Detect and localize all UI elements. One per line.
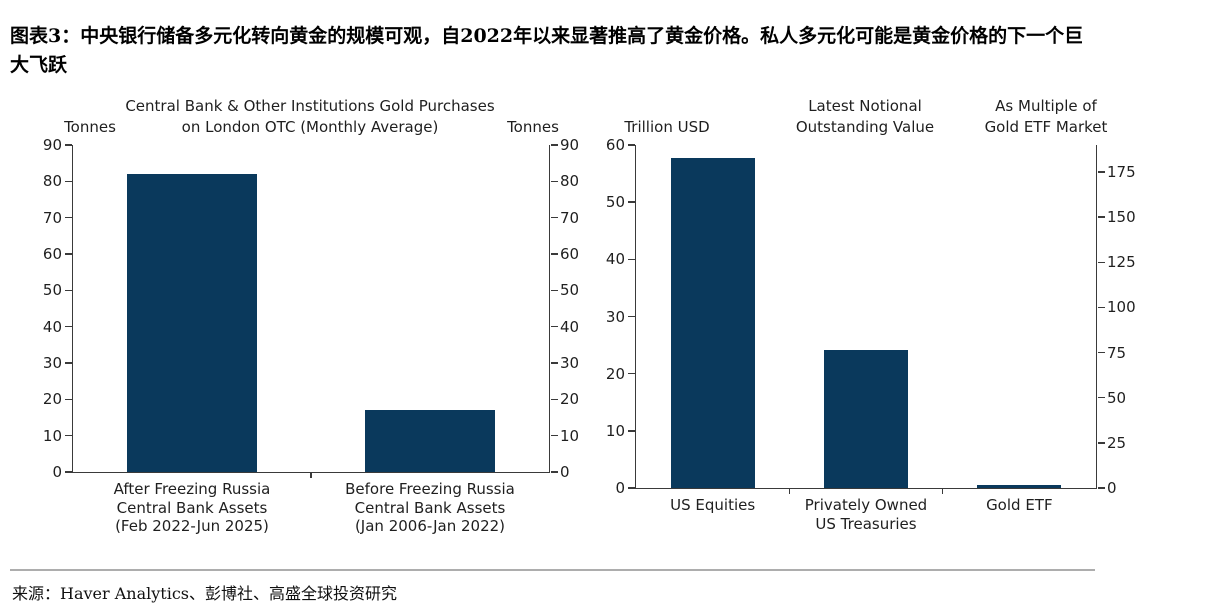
plot-area: 0 10 20 30 40 50 60 0 25 50 75 100 125 150 175 US Equit… <box>606 136 1136 533</box>
x-axis-category-label: Privately Owned US Treasuries <box>804 496 928 533</box>
y-axis-tick-label: 70 <box>42 208 62 227</box>
y-axis-tick <box>1097 306 1105 309</box>
y-axis-tick-label: 40 <box>560 317 580 336</box>
chart-title: Central Bank & Other Institutions Gold P… <box>125 97 495 136</box>
y-axis-tick <box>64 362 72 364</box>
bar-after-freezing-russia <box>126 174 258 472</box>
y-axis-tick <box>64 180 72 183</box>
y-axis-tick-label: 20 <box>605 364 625 383</box>
y-axis-tick-label: 90 <box>42 136 62 154</box>
y-axis-tick-label: 90 <box>560 136 580 154</box>
y-axis-tick <box>64 471 72 473</box>
right-axis-title: Tonnes <box>507 118 559 136</box>
y-axis-tick-label: 10 <box>605 421 625 440</box>
y-axis-tick <box>627 315 635 318</box>
y-axis-tick-label: 0 <box>52 463 62 481</box>
y-axis-tick <box>627 487 635 489</box>
y-axis-tick-label: 60 <box>605 136 625 154</box>
y-axis-tick-label: 50 <box>42 281 62 300</box>
y-axis-tick <box>627 144 635 146</box>
y-axis-tick <box>64 434 72 437</box>
right-axis-title: As Multiple of Gold ETF Market <box>984 97 1108 136</box>
y-axis-tick <box>627 258 635 261</box>
y-axis-tick <box>1097 261 1105 264</box>
y-axis-tick-label: 0 <box>560 463 570 481</box>
y-axis-tick-label: 20 <box>560 390 580 409</box>
y-axis-tick-label: 70 <box>560 208 580 227</box>
y-axis-tick <box>1097 216 1105 218</box>
y-axis-tick <box>1097 487 1105 489</box>
y-axis-tick-label: 60 <box>560 245 580 263</box>
y-axis-tick-label: 40 <box>605 250 625 269</box>
left-axis-title: Trillion USD <box>624 118 710 136</box>
y-axis-tick <box>1097 171 1105 173</box>
y-axis-tick-label: 40 <box>42 317 62 336</box>
y-axis-tick-label: 25 <box>1107 433 1127 452</box>
y-axis-tick-label: 50 <box>1107 388 1127 407</box>
source-note: 来源：Haver Analytics、彭博社、高盛全球投资研究 <box>12 584 398 603</box>
y-axis-tick <box>1097 351 1105 354</box>
x-axis-tick <box>941 488 944 494</box>
y-axis-tick <box>1097 396 1105 399</box>
y-axis-tick <box>550 180 558 183</box>
chart-title: Latest Notional Outstanding Value <box>795 97 935 136</box>
source-divider <box>10 569 1095 571</box>
bar-before-freezing-russia <box>364 410 496 472</box>
y-axis-tick-label: 30 <box>605 307 625 326</box>
y-axis-tick-label: 50 <box>560 281 580 300</box>
y-axis-tick-label: 20 <box>42 390 62 409</box>
y-axis-tick <box>64 216 72 219</box>
y-axis-tick-label: 60 <box>42 245 62 263</box>
y-axis-tick <box>627 372 635 375</box>
plot-area: 0 10 20 30 40 50 60 70 80 90 0 10 20 30 40 50 60 70 80 90 Af… <box>43 136 579 535</box>
y-axis-tick <box>550 398 558 401</box>
y-axis-tick <box>550 325 558 328</box>
y-axis-tick-label: 10 <box>42 426 62 445</box>
bar-gold-etf <box>977 485 1062 488</box>
y-axis-tick-label: 175 <box>1107 163 1136 182</box>
y-axis-tick <box>64 253 72 255</box>
y-axis-tick <box>550 289 558 292</box>
y-axis-tick <box>550 362 558 364</box>
y-axis-tick <box>1097 442 1105 444</box>
y-axis-tick-label: 125 <box>1107 253 1136 272</box>
y-axis-tick <box>64 289 72 292</box>
y-axis-tick-label: 30 <box>42 354 62 372</box>
y-axis-tick <box>550 144 558 146</box>
y-axis-tick <box>627 201 635 203</box>
bar-privately-owned <box>823 349 909 488</box>
x-axis-category-label: Gold ETF <box>986 496 1053 514</box>
y-axis-tick-label: 75 <box>1107 343 1127 362</box>
y-axis-tick <box>550 471 558 473</box>
x-axis-tick <box>310 472 312 478</box>
y-axis-tick <box>550 216 558 219</box>
y-axis-tick-label: 100 <box>1107 298 1136 317</box>
y-axis-tick-label: 80 <box>560 172 580 191</box>
y-axis-tick-label: 0 <box>615 479 625 497</box>
x-axis-category-label: After Freezing Russia Central Bank Asset… <box>113 480 271 535</box>
y-axis-tick-label: 50 <box>605 193 625 212</box>
y-axis-tick-label: 10 <box>560 426 580 445</box>
y-axis-tick-label: 80 <box>42 172 62 191</box>
left-axis-title: Tonnes <box>64 118 116 136</box>
figure-title: 图表3：中央银行储备多元化转向黄金的规模可观，自2022年以来显著推高了黄金价格… <box>10 25 1084 76</box>
y-axis-tick-label: 150 <box>1107 208 1136 227</box>
y-axis-tick <box>550 253 558 255</box>
x-axis-category-label: US Equities <box>670 496 756 514</box>
y-axis-tick <box>550 434 558 437</box>
x-axis-category-label: Before Freezing Russia Central Bank Asse… <box>345 480 515 535</box>
y-axis-tick-label: 0 <box>1107 479 1117 497</box>
y-axis-tick <box>64 325 72 328</box>
bar-us-equities <box>670 158 755 488</box>
y-axis-tick <box>64 144 72 146</box>
y-axis-tick <box>64 398 72 401</box>
y-axis-tick-label: 30 <box>560 354 580 372</box>
y-axis-tick <box>627 430 635 432</box>
x-axis-tick <box>788 488 791 494</box>
